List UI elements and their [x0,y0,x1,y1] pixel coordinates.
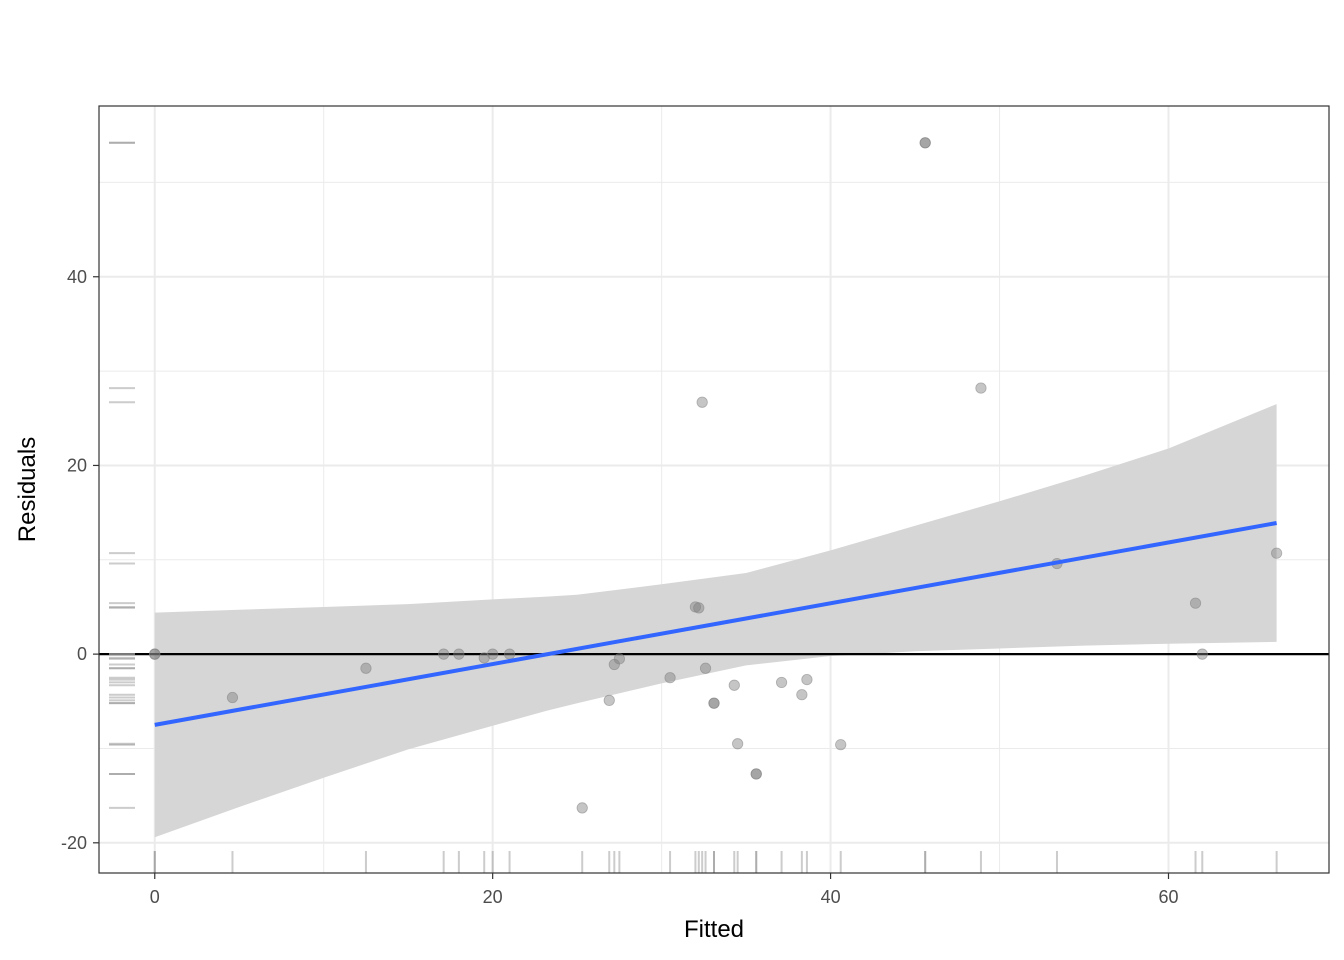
data-point [1189,597,1202,609]
y-axis-title: Residuals [14,437,41,542]
data-point [149,648,161,660]
data-point [487,648,499,660]
data-point [919,137,931,149]
confidence-band [154,404,1277,838]
data-point [1196,648,1208,660]
x-tick-label: 0 [150,887,160,907]
data-point [453,648,465,660]
x-tick-label: 40 [821,887,841,907]
data-point [696,396,708,408]
data-point [438,648,450,660]
x-tick-label: 20 [483,887,503,907]
data-point [226,691,239,704]
data-point [699,662,712,674]
data-point [775,676,788,689]
rug-layer [109,141,1278,873]
data-point [750,768,762,780]
data-point [728,679,740,691]
data-point [664,672,676,684]
y-tick-label: 0 [77,644,87,664]
data-point [1271,547,1283,559]
x-axis-title: Fitted [684,916,744,943]
confidence-band-layer [154,404,1277,838]
points-layer [149,137,1283,814]
data-point [693,602,705,614]
x-tick-labels: 0 20 40 60 [150,887,1179,907]
data-point [835,739,847,751]
y-tick-label: 20 [67,455,87,475]
y-tick-label: -20 [61,833,87,853]
data-point [796,689,808,701]
data-point [801,673,813,686]
data-point [360,662,372,674]
data-point [708,697,720,709]
data-point [503,648,516,660]
data-point [613,653,625,665]
data-point [576,802,588,814]
data-point [603,694,615,706]
data-point [975,382,987,394]
panel-border [98,105,1330,874]
fit-line-layer [154,521,1277,727]
x-tick-label: 60 [1158,887,1178,907]
data-point [732,738,744,750]
fit-line [154,521,1277,727]
y-tick-labels: -20 0 20 40 [61,267,87,853]
y-tick-label: 40 [67,267,87,287]
axis-ticks [93,276,1170,879]
